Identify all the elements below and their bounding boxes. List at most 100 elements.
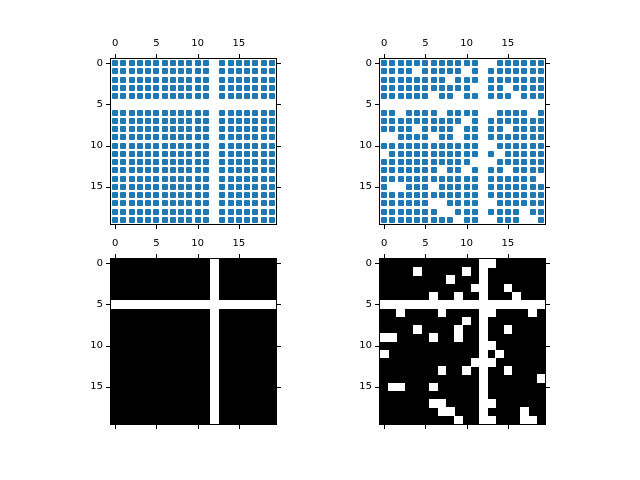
spy-marker xyxy=(260,175,267,182)
y-tick-right xyxy=(546,304,550,306)
spy-marker xyxy=(169,60,176,67)
x-tick-label: 0 xyxy=(380,238,388,249)
spy-marker xyxy=(537,159,544,166)
spy-marker xyxy=(381,60,388,67)
spy-marker xyxy=(128,84,135,91)
spy-marker xyxy=(471,167,478,174)
spy-marker xyxy=(227,109,234,116)
spy-marker xyxy=(112,84,119,91)
spy-marker xyxy=(145,208,152,215)
zero-cell xyxy=(209,382,219,392)
spy-marker xyxy=(504,68,511,75)
spy-marker xyxy=(521,192,528,199)
spy-marker xyxy=(447,183,454,190)
x-tick-bottom xyxy=(384,425,386,429)
x-tick-bottom xyxy=(425,225,427,229)
x-tick-label: 5 xyxy=(422,238,429,249)
spy-marker xyxy=(169,175,176,182)
x-tick-top xyxy=(507,54,509,58)
spy-marker xyxy=(120,93,127,100)
spy-marker xyxy=(161,159,168,166)
spy-marker xyxy=(202,183,209,190)
spy-marker xyxy=(219,142,226,149)
spy-marker xyxy=(529,159,536,166)
spy-marker xyxy=(430,208,437,215)
spy-marker xyxy=(112,192,119,199)
zero-cell xyxy=(267,300,276,309)
spy-marker xyxy=(120,142,127,149)
spy-marker xyxy=(381,216,388,223)
x-tick-bottom xyxy=(425,425,427,429)
spy-marker xyxy=(430,142,437,149)
spy-marker xyxy=(194,117,201,124)
spy-marker xyxy=(397,142,404,149)
spy-marker xyxy=(153,126,160,133)
zero-cell xyxy=(152,300,161,309)
spy-marker xyxy=(186,117,193,124)
zero-cell xyxy=(429,399,438,408)
spy-marker xyxy=(227,216,234,223)
y-tick-label: 15 xyxy=(359,181,372,193)
spy-marker xyxy=(202,126,209,133)
spy-marker xyxy=(438,117,445,124)
spy-marker xyxy=(405,76,412,83)
spy-marker xyxy=(153,216,160,223)
spy-marker xyxy=(128,200,135,207)
spy-marker xyxy=(178,76,185,83)
spy-marker xyxy=(521,142,528,149)
spy-marker xyxy=(513,60,520,67)
spy-marker xyxy=(405,93,412,100)
spy-marker xyxy=(397,159,404,166)
spy-marker xyxy=(397,134,404,141)
spy-marker xyxy=(471,60,478,67)
spy-marker xyxy=(161,142,168,149)
spy-marker xyxy=(422,117,429,124)
x-tick-label: 5 xyxy=(153,238,160,249)
spy-marker xyxy=(381,109,388,116)
x-tick-bottom xyxy=(197,225,199,229)
spy-marker xyxy=(235,60,242,67)
spy-marker xyxy=(252,200,259,207)
spy-marker xyxy=(430,109,437,116)
spy-marker xyxy=(235,84,242,91)
spy-marker xyxy=(438,159,445,166)
zero-cell xyxy=(487,308,496,317)
spy-marker xyxy=(455,142,462,149)
zero-cell xyxy=(201,300,211,309)
spy-marker xyxy=(244,109,251,116)
spy-marker xyxy=(136,175,143,182)
spy-marker xyxy=(496,183,503,190)
spy-marker xyxy=(389,200,396,207)
spy-marker xyxy=(414,175,421,182)
spy-marker xyxy=(260,126,267,133)
spy-marker xyxy=(128,175,135,182)
spy-marker xyxy=(471,216,478,223)
spy-marker xyxy=(252,84,259,91)
spy-marker xyxy=(120,117,127,124)
spy-marker xyxy=(202,167,209,174)
spy-marker xyxy=(235,192,242,199)
spy-marker xyxy=(397,76,404,83)
spy-marker xyxy=(405,142,412,149)
spy-marker xyxy=(496,192,503,199)
x-tick-label: 0 xyxy=(380,38,388,49)
zero-cell xyxy=(437,300,447,309)
spy-marker xyxy=(153,192,160,199)
spy-marker xyxy=(219,192,226,199)
spy-marker xyxy=(496,167,503,174)
spy-marker xyxy=(186,200,193,207)
y-tick-right xyxy=(277,263,281,265)
spy-marker xyxy=(128,76,135,83)
spy-marker xyxy=(389,117,396,124)
spy-marker xyxy=(194,134,201,141)
y-tick-label: 5 xyxy=(365,98,372,110)
spy-marker xyxy=(422,84,429,91)
spy-marker xyxy=(252,142,259,149)
zero-cell xyxy=(429,300,438,309)
spy-marker xyxy=(529,134,536,141)
spy-marker xyxy=(430,167,437,174)
spy-marker xyxy=(389,60,396,67)
zero-cell xyxy=(487,399,496,408)
y-tick-left xyxy=(375,263,379,265)
spy-marker xyxy=(521,159,528,166)
